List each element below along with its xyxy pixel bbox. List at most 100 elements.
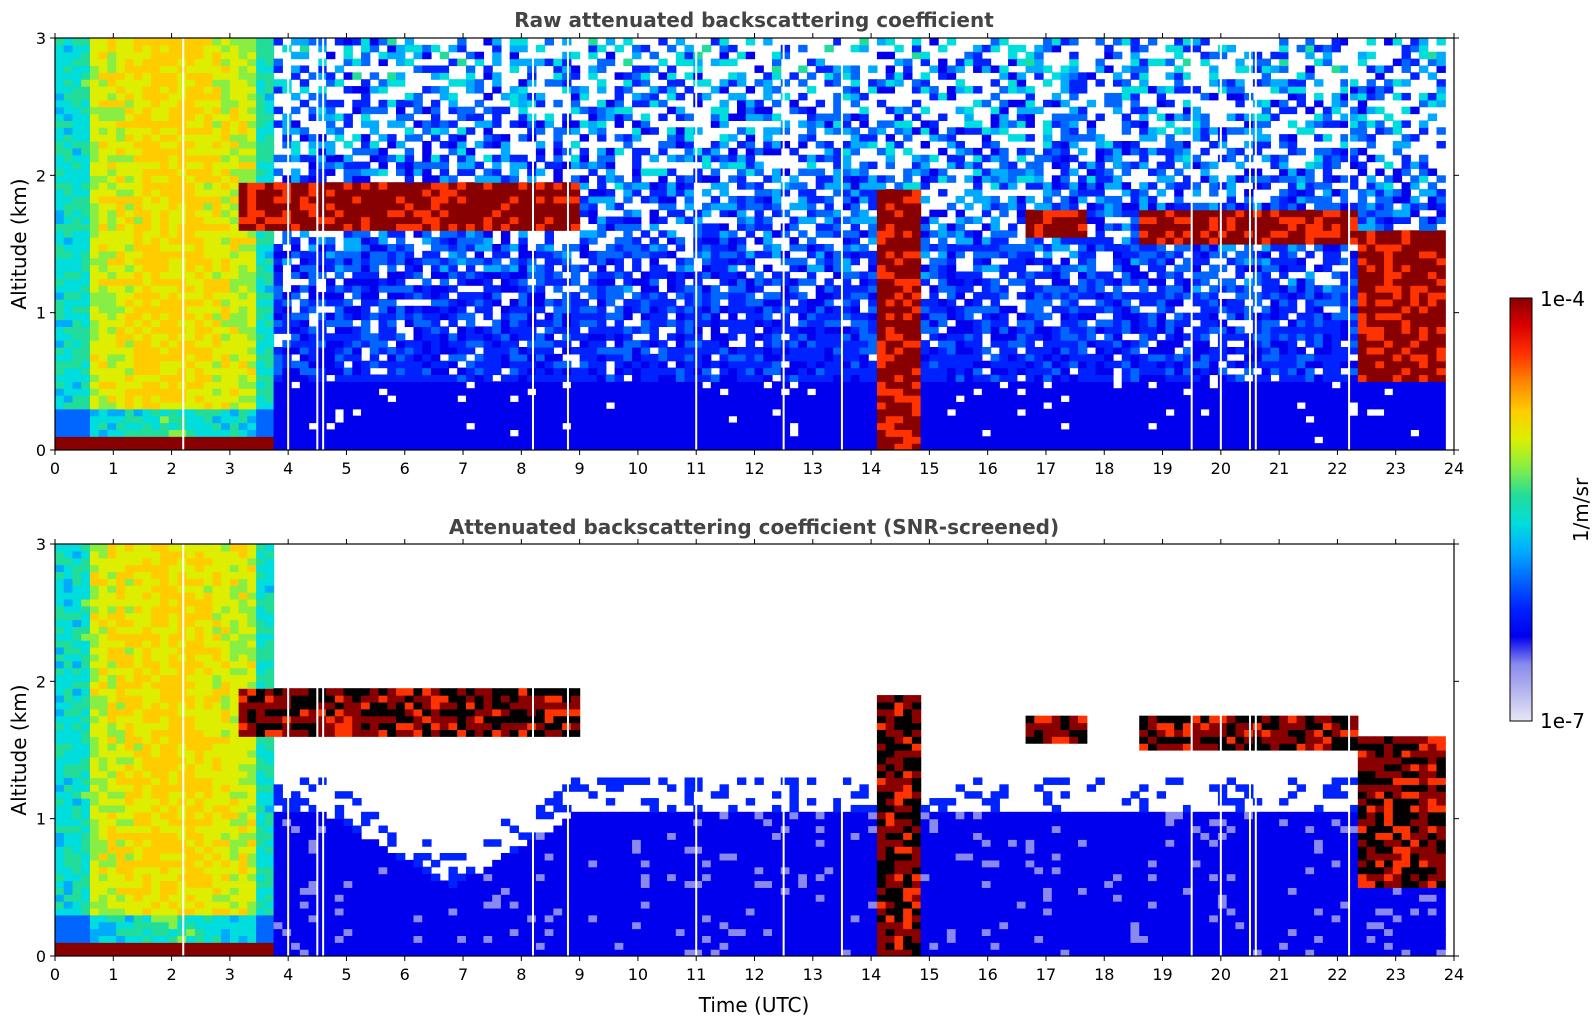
heatmap-cell	[745, 147, 756, 156]
heatmap-cell	[640, 388, 651, 396]
heatmap-cell	[745, 374, 756, 382]
heatmap-cell	[142, 340, 152, 348]
heatmap-cell	[544, 319, 554, 327]
heatmap-cell	[597, 388, 607, 396]
heatmap-cell	[334, 340, 345, 348]
heatmap-cell	[579, 333, 589, 341]
heatmap-cell	[806, 216, 817, 224]
heatmap-cell	[317, 175, 327, 183]
heatmap-cell	[256, 367, 266, 376]
heatmap-cell	[527, 72, 537, 80]
heatmap-cell	[247, 408, 257, 417]
heatmap-cell	[868, 312, 878, 321]
heatmap-cell	[562, 202, 572, 211]
heatmap-cell	[841, 182, 852, 190]
heatmap-cell	[614, 175, 624, 183]
heatmap-cell	[570, 154, 581, 163]
heatmap-cell	[588, 436, 598, 444]
heatmap-cell	[605, 51, 616, 60]
heatmap-cell	[780, 367, 791, 376]
heatmap-cell	[885, 319, 895, 327]
heatmap-cell	[728, 161, 738, 170]
heatmap-cell	[238, 401, 248, 410]
heatmap-cell	[378, 202, 388, 211]
heatmap-cell	[579, 161, 589, 170]
heatmap-cell	[492, 292, 502, 300]
heatmap-cell	[500, 147, 511, 156]
heatmap-cell	[684, 340, 694, 348]
heatmap-cell	[151, 72, 161, 80]
heatmap-cell	[89, 278, 100, 286]
heatmap-cell	[396, 250, 406, 259]
heatmap-cell	[352, 367, 362, 376]
heatmap-cell	[859, 429, 869, 437]
heatmap-cell	[282, 250, 292, 259]
heatmap-cell	[667, 388, 677, 396]
heatmap-cell	[745, 161, 756, 170]
heatmap-cell	[815, 353, 826, 362]
heatmap-cell	[194, 216, 205, 224]
heatmap-cell	[719, 44, 729, 53]
heatmap-cell	[667, 395, 677, 403]
heatmap-cell	[894, 381, 904, 389]
heatmap-cell	[693, 353, 703, 362]
heatmap-cell	[929, 292, 939, 300]
heatmap-cell	[107, 209, 117, 218]
heatmap-cell	[55, 113, 65, 121]
heatmap-cell	[159, 374, 170, 382]
heatmap-cell	[63, 347, 74, 355]
heatmap-cell	[658, 436, 668, 444]
heatmap-cell	[413, 422, 423, 430]
heatmap-cell	[247, 374, 257, 382]
heatmap-cell	[212, 250, 222, 259]
heatmap-cell	[326, 264, 336, 273]
heatmap-cell	[142, 305, 152, 314]
heatmap-cell	[675, 360, 686, 369]
heatmap-cell	[203, 168, 213, 176]
heatmap-cell	[614, 147, 624, 156]
heatmap-cell	[492, 51, 502, 60]
heatmap-cell	[238, 271, 248, 279]
heatmap-cell	[238, 443, 248, 450]
heatmap-cell	[509, 271, 520, 279]
heatmap-cell	[273, 388, 283, 396]
heatmap-cell	[579, 298, 589, 307]
heatmap-cell	[876, 189, 887, 197]
heatmap-cell	[553, 195, 563, 204]
heatmap-cell	[675, 175, 686, 183]
heatmap-cell	[465, 401, 476, 410]
heatmap-cell	[72, 38, 82, 46]
heatmap-cell	[649, 415, 659, 424]
heatmap-cell	[168, 106, 179, 115]
heatmap-cell	[885, 38, 895, 46]
heatmap-cell	[404, 381, 415, 389]
heatmap-cell	[221, 175, 231, 183]
heatmap-cell	[282, 134, 292, 142]
heatmap-cell	[413, 223, 423, 231]
heatmap-cell	[264, 168, 275, 176]
heatmap-cell	[256, 298, 266, 307]
heatmap-cell	[282, 401, 292, 410]
heatmap-cell	[291, 347, 301, 355]
heatmap-cell	[754, 99, 764, 108]
heatmap-cell	[605, 216, 616, 224]
heatmap-cell	[597, 216, 607, 224]
heatmap-cell	[448, 374, 458, 382]
heatmap-cell	[413, 202, 423, 211]
heatmap-cell	[929, 134, 939, 142]
heatmap-cell	[911, 395, 922, 403]
heatmap-cell	[369, 312, 380, 321]
heatmap-cell	[754, 360, 764, 369]
heatmap-cell	[570, 209, 581, 218]
heatmap-cell	[763, 79, 773, 87]
heatmap-cell	[439, 360, 450, 369]
heatmap-cell	[500, 216, 511, 224]
heatmap-cell	[684, 408, 694, 417]
heatmap-cell	[702, 209, 712, 218]
heatmap-cell	[439, 244, 450, 252]
heatmap-cell	[308, 353, 318, 362]
heatmap-cell	[850, 195, 861, 204]
heatmap-cell	[107, 223, 117, 231]
heatmap-cell	[72, 312, 82, 321]
heatmap-cell	[334, 161, 345, 170]
